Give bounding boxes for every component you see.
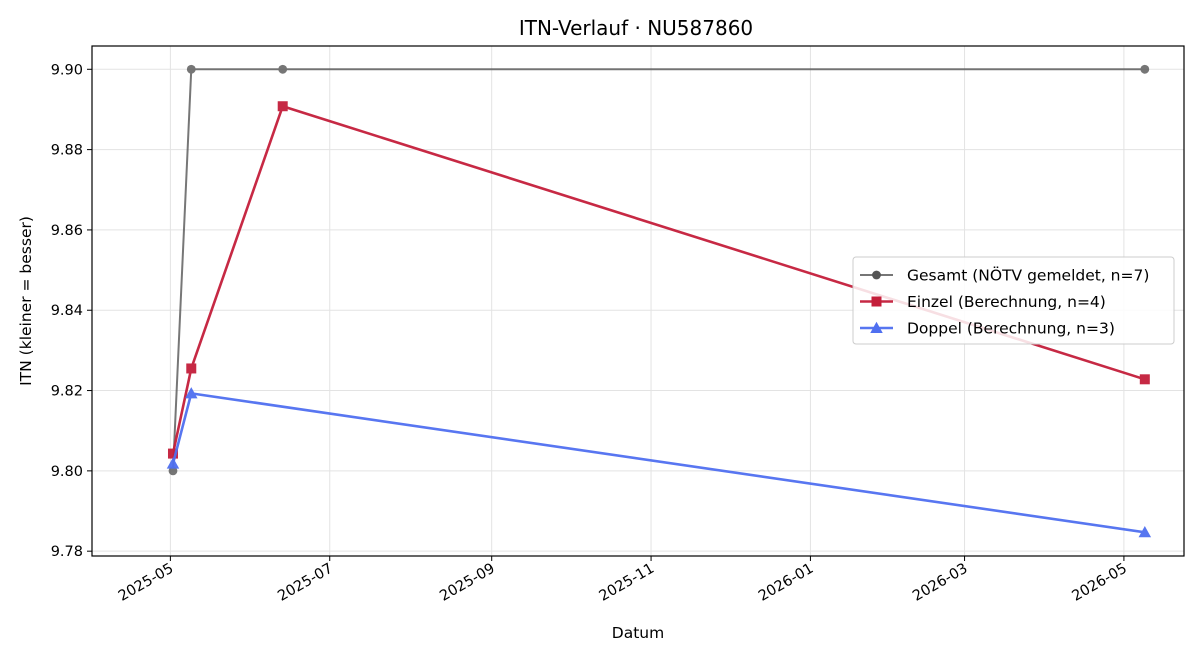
y-axis-label: ITN (kleiner = besser) [17, 216, 35, 386]
series-layer [166, 64, 1152, 538]
x-tick-label: 2025-11 [597, 561, 657, 605]
data-point [186, 363, 197, 374]
y-tick-label: 9.80 [51, 464, 83, 480]
x-tick-label: 2025-09 [437, 561, 497, 605]
y-tick-label: 9.90 [51, 62, 83, 78]
y-tick-label: 9.88 [51, 143, 83, 159]
legend-entry: Doppel (Berechnung, n=3) [860, 320, 1115, 338]
data-point [278, 64, 288, 74]
series-1 [168, 64, 1150, 476]
x-tick-label: 2025-05 [116, 561, 176, 605]
series-2 [167, 101, 1150, 459]
y-tick-label: 9.86 [51, 223, 83, 239]
legend: Gesamt (NÖTV gemeldet, n=7) Einzel (Berec… [852, 256, 1175, 345]
data-point [1140, 64, 1150, 74]
series-line [171, 104, 1146, 454]
x-tick-label: 2026-03 [910, 561, 970, 605]
legend-box [852, 256, 1175, 345]
data-point [277, 101, 288, 112]
x-axis-label: Datum [612, 624, 664, 642]
data-point [168, 466, 178, 476]
series-line [171, 392, 1145, 534]
data-point [185, 387, 198, 399]
chart-title: ITN-Verlauf · NU587860 [519, 16, 753, 40]
x-tick-label: 2026-05 [1069, 561, 1129, 605]
y-tick-label: 9.82 [51, 384, 83, 400]
legend-label: Doppel (Berechnung, n=3) [907, 320, 1115, 338]
data-point [186, 64, 196, 74]
data-point [166, 457, 180, 469]
x-tick-label: 2025-07 [275, 561, 335, 605]
legend-entry: Gesamt (NÖTV gemeldet, n=7) [860, 266, 1149, 285]
data-point [1139, 374, 1150, 385]
data-point [167, 448, 178, 459]
data-point [1138, 526, 1152, 538]
plot-frame [91, 45, 1185, 557]
y-tick-label: 9.78 [51, 544, 83, 560]
legend-marker [872, 270, 881, 280]
legend-marker [871, 296, 882, 307]
legend-label: Einzel (Berechnung, n=4) [907, 293, 1106, 311]
series-3 [166, 387, 1152, 538]
legend-marker [870, 321, 883, 333]
y-tick-label: 9.84 [51, 303, 83, 319]
legend-label: Gesamt (NÖTV gemeldet, n=7) [907, 266, 1149, 285]
legend-entry: Einzel (Berechnung, n=4) [860, 293, 1106, 311]
x-tick-label: 2026-01 [756, 561, 816, 605]
series-line [171, 68, 1145, 471]
